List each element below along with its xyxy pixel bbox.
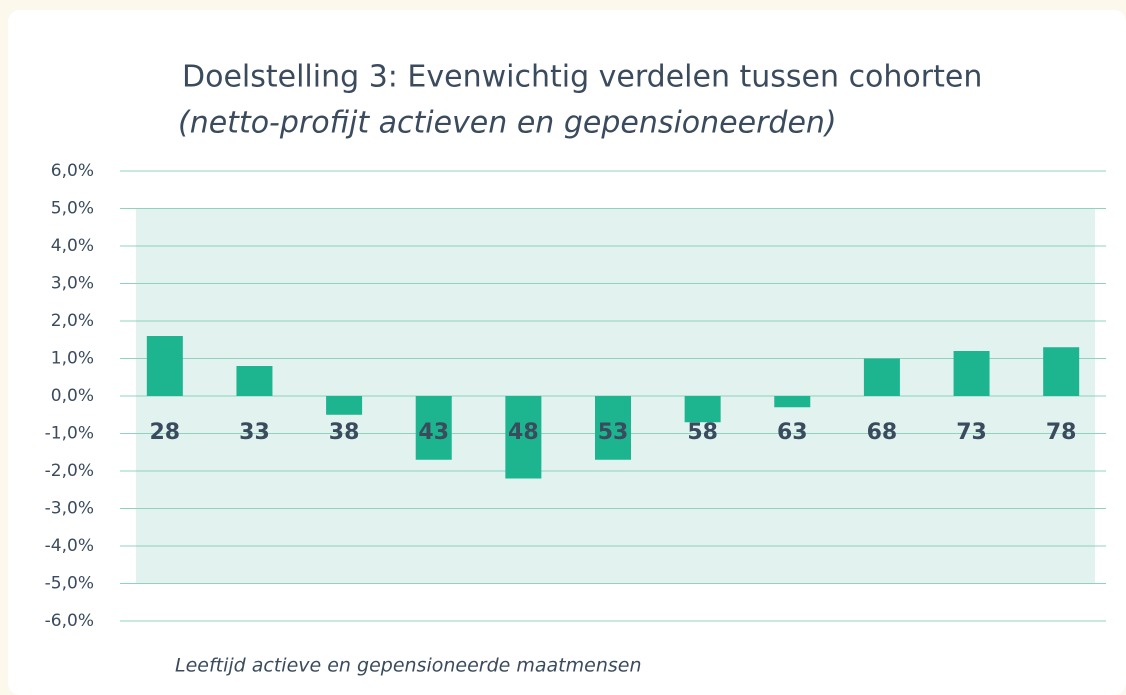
y-tick-label: -3,0% — [45, 499, 94, 519]
bar — [774, 396, 811, 408]
y-tick-label: -5,0% — [45, 574, 94, 594]
y-tick-label: -2,0% — [45, 461, 94, 481]
y-tick-label: 3,0% — [51, 274, 94, 294]
bar — [684, 396, 721, 423]
y-tick-label: 4,0% — [51, 236, 94, 256]
bar — [505, 396, 542, 479]
bar — [595, 396, 631, 460]
y-tick-label: 1,0% — [51, 349, 94, 369]
y-tick-label: 5,0% — [51, 199, 94, 219]
x-tick-label: 63 — [777, 420, 808, 445]
bar — [326, 396, 363, 415]
bar — [1043, 347, 1080, 396]
y-tick-label: -6,0% — [45, 611, 94, 631]
x-tick-label: 68 — [867, 420, 898, 445]
x-tick-label: 58 — [687, 420, 718, 445]
x-axis-label: Leeftijd actieve en gepensioneerde maatm… — [175, 655, 642, 677]
x-tick-label: 43 — [418, 420, 449, 445]
y-tick-label: 0,0% — [51, 386, 94, 406]
y-tick-label: 2,0% — [51, 311, 94, 331]
bar — [236, 366, 273, 396]
x-tick-label: 78 — [1046, 420, 1077, 445]
x-tick-label: 53 — [598, 420, 629, 445]
bar — [415, 396, 452, 460]
bar — [146, 336, 183, 396]
bar — [953, 351, 990, 396]
y-tick-label: -4,0% — [45, 536, 94, 556]
x-tick-label: 48 — [508, 420, 539, 445]
chart-title: Doelstelling 3: Evenwichtig verdelen tus… — [182, 60, 982, 95]
chart-subtitle: (netto-profijt actieven en gepensioneerd… — [178, 106, 837, 141]
x-tick-label: 73 — [956, 420, 987, 445]
x-tick-label: 28 — [150, 420, 181, 445]
y-tick-label: -1,0% — [45, 424, 94, 444]
y-tick-label: 6,0% — [51, 161, 94, 181]
bar — [863, 358, 900, 396]
x-tick-label: 38 — [329, 420, 360, 445]
x-tick-label: 33 — [239, 420, 270, 445]
